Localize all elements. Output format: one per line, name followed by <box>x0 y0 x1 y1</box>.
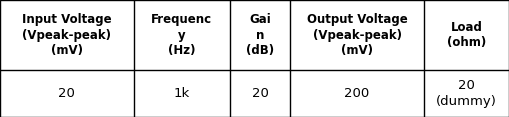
Text: Output Voltage
(Vpeak-peak)
(mV): Output Voltage (Vpeak-peak) (mV) <box>307 13 407 57</box>
Text: 20: 20 <box>59 87 75 100</box>
Text: 20
(dummy): 20 (dummy) <box>436 79 497 108</box>
Text: Load
(ohm): Load (ohm) <box>447 21 486 49</box>
Text: 1k: 1k <box>174 87 190 100</box>
Text: Gai
n
(dB): Gai n (dB) <box>246 13 274 57</box>
Text: Input Voltage
(Vpeak-peak)
(mV): Input Voltage (Vpeak-peak) (mV) <box>22 13 111 57</box>
Text: 200: 200 <box>345 87 370 100</box>
Text: 20: 20 <box>252 87 269 100</box>
Text: Frequenc
y
(Hz): Frequenc y (Hz) <box>151 13 212 57</box>
